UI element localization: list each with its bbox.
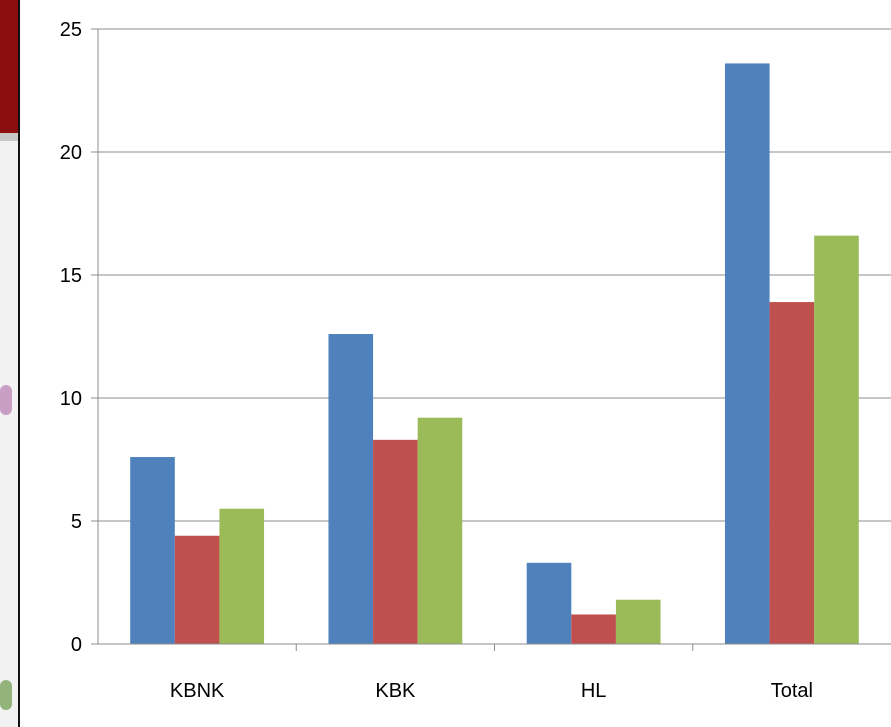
bar (526, 562, 572, 644)
background-molecule-image (0, 385, 12, 415)
tick-labels: 0 5 10 15 20 25 KBNK KBK HL Total (60, 19, 813, 702)
x-tick-label: KBNK (170, 680, 225, 702)
x-tick-label: HL (581, 680, 607, 702)
background-slide-body (0, 141, 18, 727)
bar (814, 235, 859, 644)
bar (174, 535, 220, 644)
axes (91, 28, 891, 651)
bar (328, 334, 374, 644)
background-slide-divider (0, 133, 18, 141)
bar (571, 614, 616, 644)
y-tick-label: 25 (60, 19, 82, 41)
bar (219, 508, 265, 644)
x-tick-label: Total (771, 680, 813, 702)
y-tick-label: 10 (60, 388, 82, 410)
y-tick-label: 5 (71, 511, 82, 533)
bar (769, 302, 815, 644)
y-tick-label: 15 (60, 265, 82, 287)
x-tick-label: KBK (375, 680, 416, 702)
y-tick-label: 20 (60, 142, 82, 164)
bar (615, 599, 661, 644)
chart-panel: 0 5 10 15 20 25 KBNK KBK HL Total (18, 0, 891, 727)
y-tick-label: 0 (71, 634, 82, 656)
background-slide-header (0, 0, 18, 133)
bar (724, 63, 770, 644)
bar (130, 457, 175, 644)
bar (373, 439, 418, 644)
bars (130, 63, 859, 644)
bar (417, 417, 463, 644)
background-plant-image (0, 680, 12, 710)
bar-chart: 0 5 10 15 20 25 KBNK KBK HL Total (60, 19, 891, 702)
